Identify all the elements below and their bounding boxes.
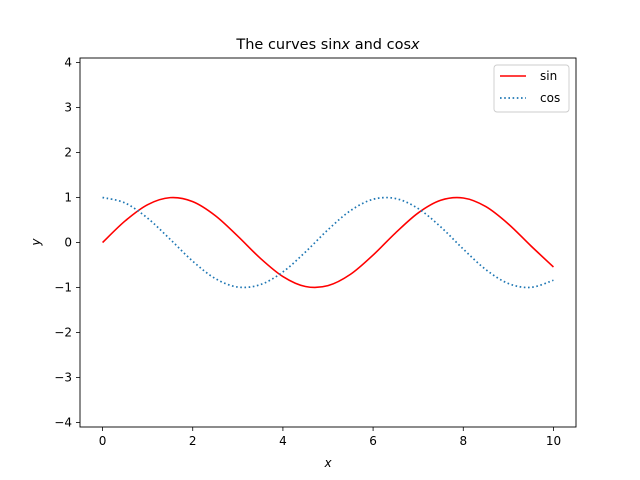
y-tick-label: −4 [54,416,72,430]
x-axis-label: x [323,456,332,470]
y-tick-label: 4 [64,56,72,70]
x-tick-label: 0 [99,434,107,448]
series-sin-line [101,196,554,289]
legend-label-sin: sin [540,69,557,83]
series-layer [101,196,554,289]
x-axis: 0 2 4 6 8 10 [99,427,561,448]
y-tick-label: 0 [64,236,72,250]
y-tick-label: −1 [54,281,72,295]
y-tick-label: −3 [54,371,72,385]
legend-label-cos: cos [540,91,560,105]
y-axis-label: y [29,238,43,247]
plot-background [80,58,576,427]
y-tick-label: 2 [64,146,72,160]
x-tick-label: 10 [546,434,561,448]
chart-title: The curves sinx and cosx [235,37,420,53]
y-tick-label: 1 [64,191,72,205]
y-axis: −4 −3 −2 −1 0 1 2 3 4 [54,56,80,430]
x-tick-label: 2 [189,434,197,448]
x-tick-label: 4 [279,434,287,448]
x-tick-label: 8 [459,434,467,448]
plot-area [79,57,577,428]
y-tick-label: −2 [54,326,72,340]
y-tick-label: 3 [64,101,72,115]
legend: sin cos [493,64,570,113]
x-tick-label: 6 [369,434,377,448]
